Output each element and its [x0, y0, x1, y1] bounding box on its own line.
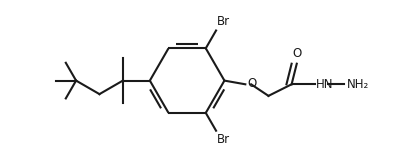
Text: NH₂: NH₂ — [347, 78, 369, 91]
Text: Br: Br — [217, 133, 230, 146]
Text: HN: HN — [316, 78, 334, 91]
Text: O: O — [247, 77, 256, 90]
Text: Br: Br — [217, 15, 230, 28]
Text: O: O — [293, 47, 302, 60]
